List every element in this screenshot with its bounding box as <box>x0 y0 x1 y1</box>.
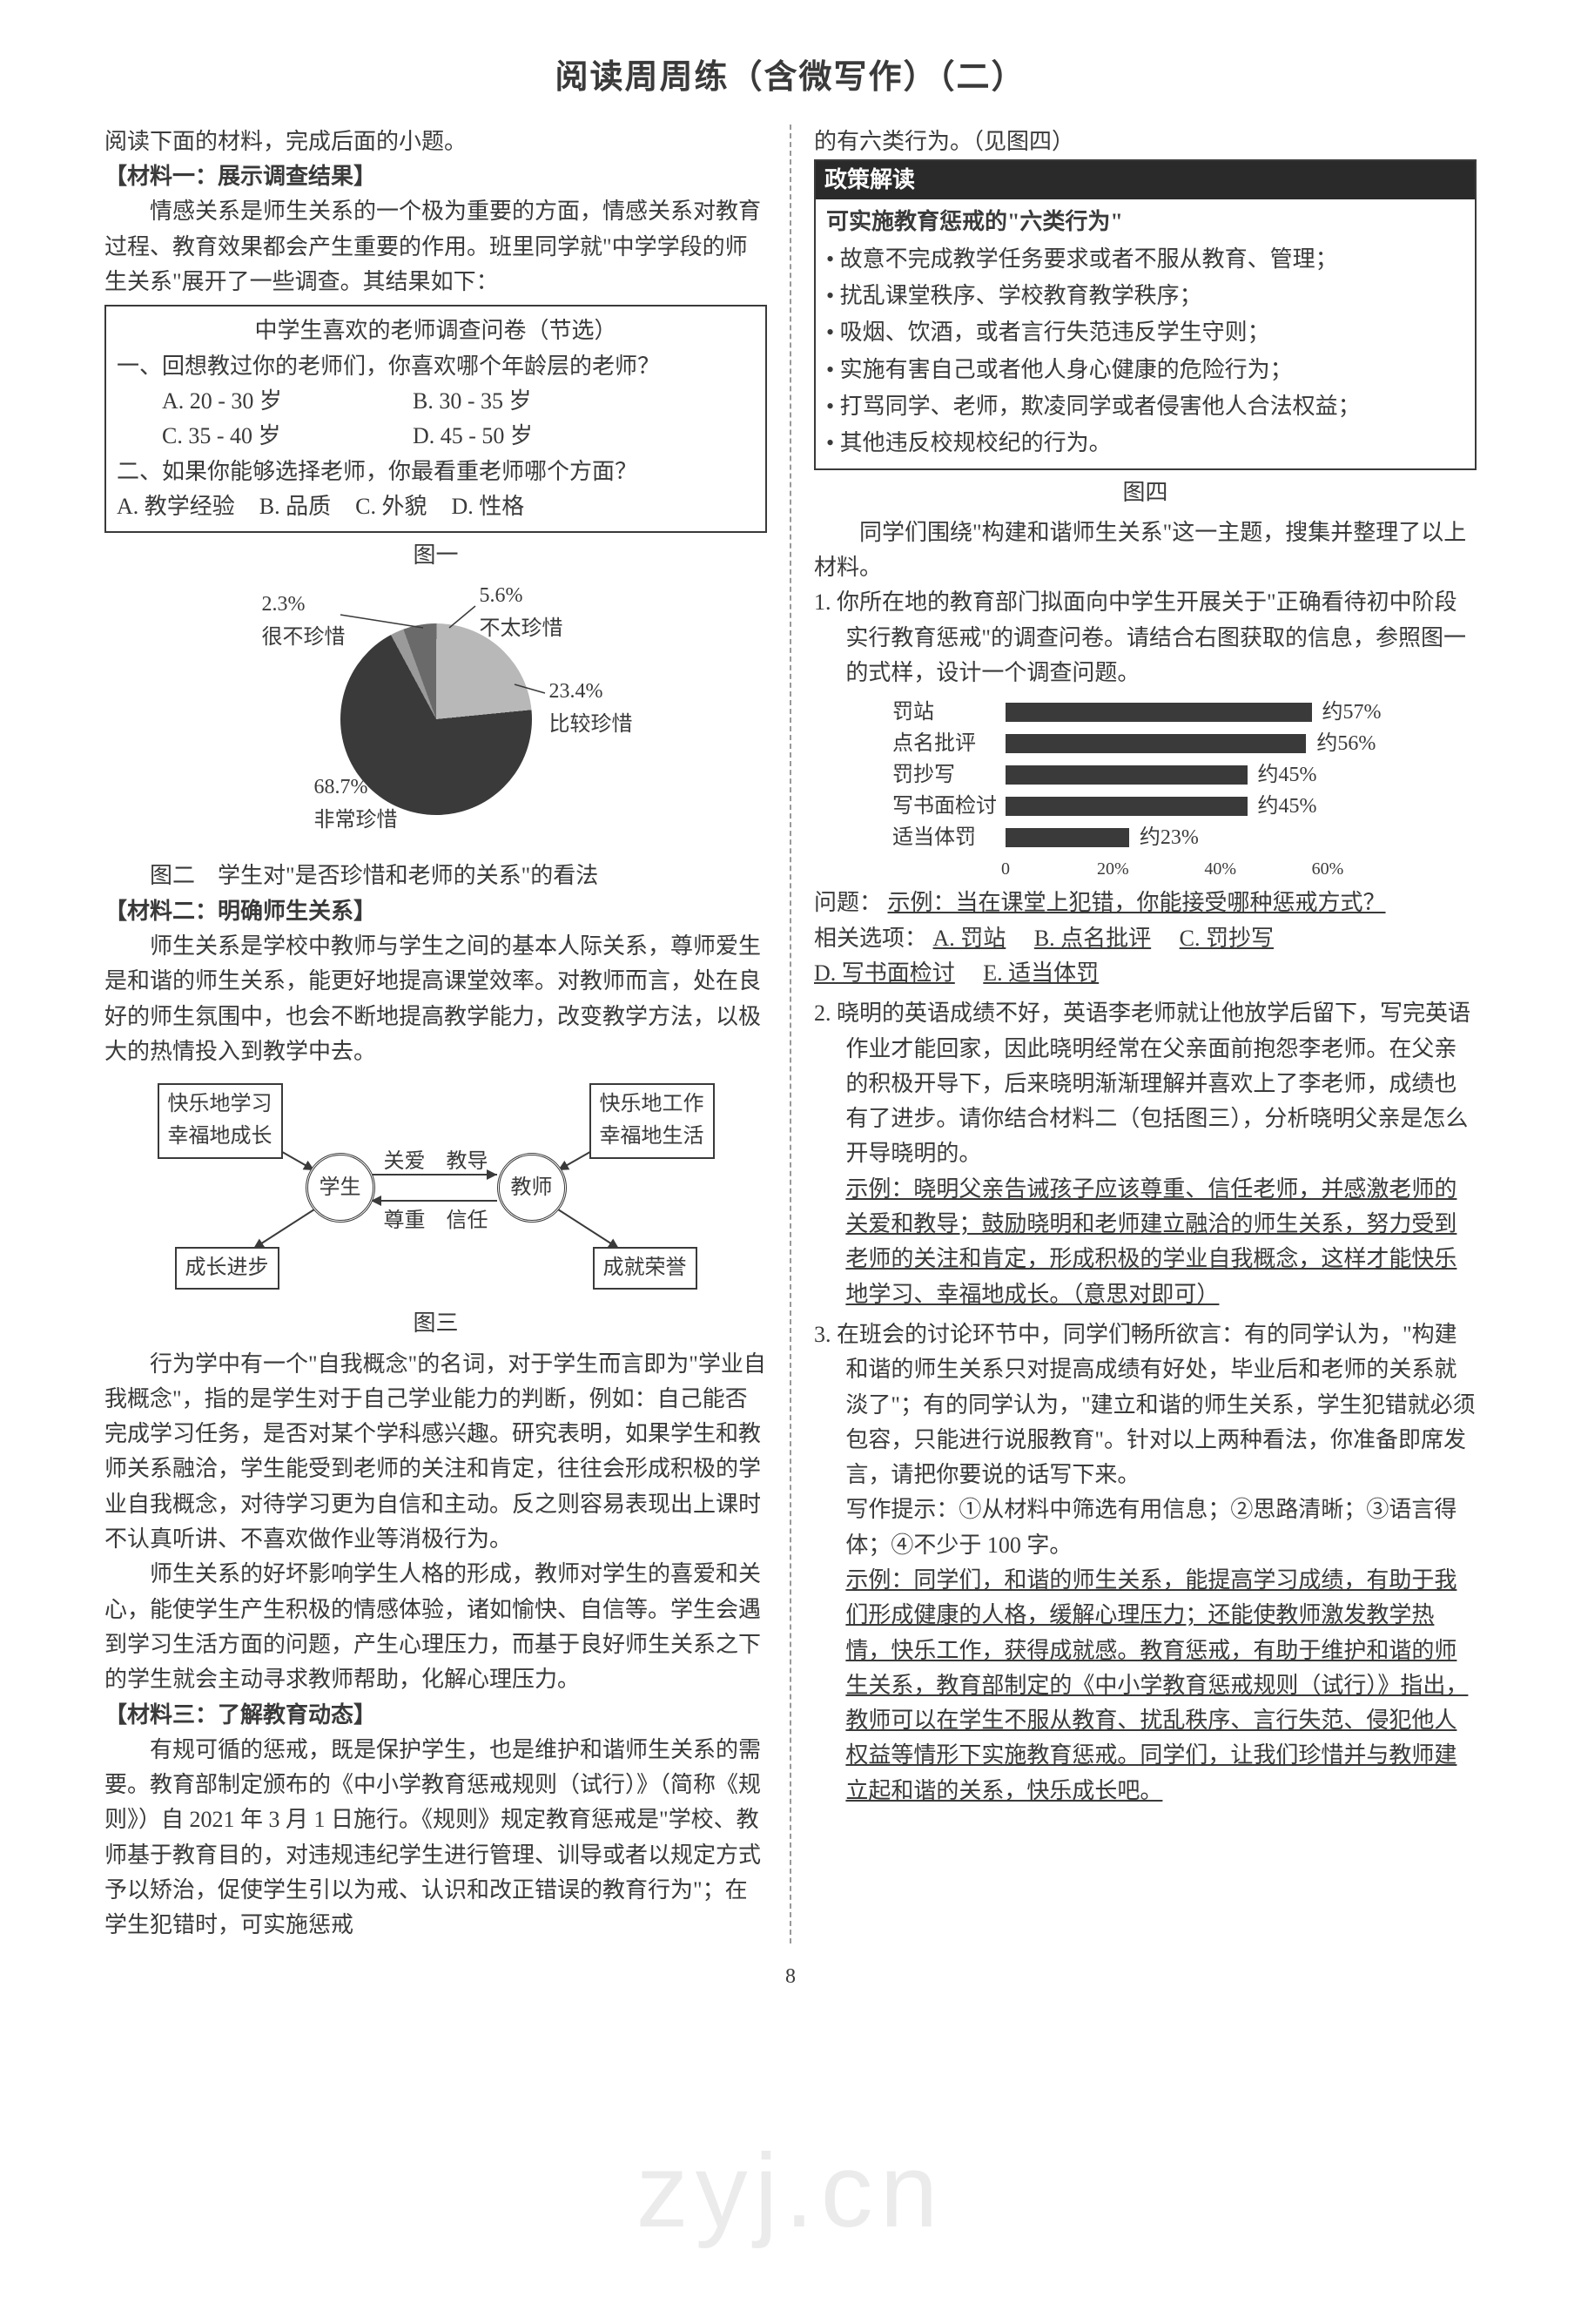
q1-opt-d: D. 写书面检讨 <box>814 960 955 986</box>
q2-answer: 示例：晓明父亲告诫孩子应该尊重、信任老师，并感激老师的关爱和教导；鼓励晓明和老师… <box>814 1172 1477 1312</box>
figure-2-caption: 图二 学生对"是否珍惜和老师的关系"的看法 <box>104 859 767 893</box>
pie-chart: 2.3%很不珍惜 5.6%不太珍惜 23.4%比较珍惜 68.7%非常珍惜 <box>210 580 663 859</box>
survey-q2-a: A. 教学经验 <box>117 489 235 524</box>
hbar-value: 约45% <box>1258 759 1317 792</box>
hbar-label: 适当体罚 <box>892 822 1006 854</box>
hbar-value: 约56% <box>1316 728 1376 760</box>
policy-bullet: • 实施有害自己或者他人身心健康的危险行为； <box>826 353 1464 387</box>
hbar-row: 适当体罚 约23% <box>892 825 1397 851</box>
survey-q2-b: B. 品质 <box>259 489 331 524</box>
pie-label-1: 23.4%比较珍惜 <box>549 676 633 740</box>
q1-blank-line: 问题： 示例：当在课堂上犯错，你能接受哪种惩戒方式？ <box>814 886 1477 920</box>
two-column-layout: 阅读下面的材料，完成后面的小题。 【材料一：展示调查结果】 情感关系是师生关系的… <box>104 125 1477 1943</box>
q1-opts-label: 相关选项： <box>814 926 927 951</box>
q1-opt-c: C. 罚抄写 <box>1180 926 1274 951</box>
policy-bullet: • 吸烟、饮酒，或者言行失范违反学生守则； <box>826 315 1464 350</box>
hbar-tick: 20% <box>1097 856 1129 883</box>
policy-bullet: • 打骂同学、老师，欺凌同学或者侵害他人合法权益； <box>826 389 1464 424</box>
policy-bullet: • 故意不完成教学任务要求或者不服从教育、管理； <box>826 242 1464 277</box>
right-column: 的有六类行为。（见图四） 政策解读 可实施教育惩戒的"六类行为" • 故意不完成… <box>814 125 1477 1943</box>
q1-options: 相关选项： A. 罚站 B. 点名批评 C. 罚抄写 <box>814 921 1477 956</box>
hbar-row: 写书面检讨约45% <box>892 793 1397 819</box>
survey-title: 中学生喜欢的老师调查问卷（节选） <box>117 313 755 348</box>
material-3-head: 【材料三：了解教育动态】 <box>104 1698 767 1733</box>
hbar-label: 罚抄写 <box>892 759 1006 792</box>
q3-answer: 示例：同学们，和谐的师生关系，能提高学习成绩，有助于我们形成健康的人格，缓解心理… <box>814 1563 1477 1809</box>
page-number: 8 <box>104 1961 1477 1993</box>
survey-q2: 二、如果你能够选择老师，你最看重老师哪个方面？ <box>117 455 755 489</box>
flow-box-br: 成就荣誉 <box>593 1247 697 1290</box>
figure-3-caption: 图三 <box>104 1306 767 1341</box>
tasks-intro: 同学们围绕"构建和谐师生关系"这一主题，搜集并整理了以上材料。 <box>814 515 1477 586</box>
left-column: 阅读下面的材料，完成后面的小题。 【材料一：展示调查结果】 情感关系是师生关系的… <box>104 125 767 1943</box>
survey-q1-b: B. 30 - 35 岁 <box>413 384 532 419</box>
figure-1-caption: 图一 <box>104 538 767 573</box>
q1-blank-label: 问题： <box>814 890 882 915</box>
material-1-head: 【材料一：展示调查结果】 <box>104 159 767 194</box>
q1-example: 示例：当在课堂上犯错，你能接受哪种惩戒方式？ <box>888 890 1386 915</box>
intro-text: 阅读下面的材料，完成后面的小题。 <box>104 125 767 159</box>
hbar-tick: 40% <box>1204 856 1236 883</box>
column-divider <box>790 125 791 1943</box>
survey-box: 中学生喜欢的老师调查问卷（节选） 一、回想教过你的老师们，你喜欢哪个年龄层的老师… <box>104 305 767 533</box>
hbar-value: 约57% <box>1322 697 1382 729</box>
hbar-row: 罚站约57% <box>892 699 1397 725</box>
hbar-value: 约45% <box>1258 791 1317 823</box>
flow-diagram: 快乐地学习幸福地成长 快乐地工作幸福地生活 成长进步 成就荣誉 学生 教师 关爱… <box>140 1074 732 1301</box>
hbar-tick: 60% <box>1312 856 1344 883</box>
hbar-tick: 0 <box>1001 856 1010 883</box>
hbar-value: 约23% <box>1140 822 1199 854</box>
hbar-label: 写书面检讨 <box>892 791 1006 823</box>
policy-bullet: • 扰乱课堂秩序、学校教育教学秩序； <box>826 279 1464 313</box>
page-title: 阅读周周练（含微写作）（二） <box>104 52 1477 104</box>
material-3-cont: 的有六类行为。（见图四） <box>814 125 1477 159</box>
material-1-p1: 情感关系是师生关系的一个极为重要的方面，情感关系对教育过程、教育效果都会产生重要… <box>104 194 767 300</box>
hbar-row: 点名批评 约56% <box>892 731 1397 757</box>
policy-header: 政策解读 <box>816 161 1475 199</box>
survey-q1-c: C. 35 - 40 岁 <box>162 419 388 454</box>
flow-rel-bot: 尊重 信任 <box>384 1205 488 1237</box>
question-3: 3. 在班会的讨论环节中，同学们畅所欲言：有的同学认为，"构建和谐的师生关系只对… <box>814 1317 1477 1492</box>
flow-rel-top: 关爱 教导 <box>384 1146 488 1178</box>
q1-opt-a: A. 罚站 <box>933 926 1006 951</box>
material-2-p1: 师生关系是学校中教师与学生之间的基本人际关系，尊师爱生是和谐的师生关系，能更好地… <box>104 929 767 1069</box>
material-3-p1: 有规可循的惩戒，既是保护学生，也是维护和谐师生关系的需要。教育部制定颁布的《中小… <box>104 1733 767 1943</box>
survey-q1: 一、回想教过你的老师们，你喜欢哪个年龄层的老师？ <box>117 349 755 384</box>
flow-circle-teacher: 教师 <box>497 1153 567 1223</box>
policy-box: 政策解读 可实施教育惩戒的"六类行为" • 故意不完成教学任务要求或者不服从教育… <box>814 159 1477 469</box>
pie-label-2: 68.7%非常珍惜 <box>314 771 398 836</box>
material-2-p2: 行为学中有一个"自我概念"的名词，对于学生而言即为"学业自我概念"，指的是学生对… <box>104 1347 767 1558</box>
hbar-chart: 罚站约57%点名批评约56%罚抄写约45%写书面检讨约45%适当体罚约23% 0… <box>892 699 1397 877</box>
flow-circle-student: 学生 <box>306 1153 375 1223</box>
q1-options-2: D. 写书面检讨 E. 适当体罚 <box>814 956 1477 991</box>
survey-q1-a: A. 20 - 30 岁 <box>162 384 388 419</box>
hbar-bar <box>1006 765 1248 785</box>
pie-label-0: 5.6%不太珍惜 <box>480 580 563 644</box>
hbar-bar <box>1006 703 1312 722</box>
watermark: zyj.cn <box>636 2110 945 2272</box>
material-2-p3: 师生关系的好坏影响学生人格的形成，教师对学生的喜爱和关心，能使学生产生积极的情感… <box>104 1557 767 1697</box>
question-1: 1. 你所在地的教育部门拟面向中学生开展关于"正确看待初中阶段实行教育惩戒"的调… <box>814 585 1477 690</box>
flow-box-tl: 快乐地学习幸福地成长 <box>158 1083 283 1158</box>
hbar-bar <box>1006 797 1248 816</box>
pie-label-3: 2.3%很不珍惜 <box>262 589 346 653</box>
material-2-head: 【材料二：明确师生关系】 <box>104 894 767 929</box>
flow-box-tr: 快乐地工作幸福地生活 <box>589 1083 715 1158</box>
policy-subtitle: 可实施教育惩戒的"六类行为" <box>826 205 1464 239</box>
policy-bullet: • 其他违反校规校纪的行为。 <box>826 426 1464 461</box>
q3-hint: 写作提示：①从材料中筛选有用信息；②思路清晰；③语言得体；④不少于 100 字。 <box>814 1492 1477 1563</box>
hbar-label: 点名批评 <box>892 728 1006 760</box>
q1-opt-e: E. 适当体罚 <box>983 960 1099 986</box>
hbar-label: 罚站 <box>892 697 1006 729</box>
survey-q1-d: D. 45 - 50 岁 <box>413 419 533 454</box>
hbar-bar <box>1006 828 1129 847</box>
hbar-row: 罚抄写约45% <box>892 762 1397 788</box>
figure-4-caption: 图四 <box>814 475 1477 510</box>
flow-box-bl: 成长进步 <box>175 1247 279 1290</box>
hbar-bar <box>1006 734 1306 753</box>
survey-q2-d: D. 性格 <box>451 489 524 524</box>
survey-q2-c: C. 外貌 <box>355 489 427 524</box>
question-2: 2. 晓明的英语成绩不好，英语李老师就让他放学后留下，写完英语作业才能回家，因此… <box>814 996 1477 1171</box>
q1-opt-b: B. 点名批评 <box>1034 926 1151 951</box>
